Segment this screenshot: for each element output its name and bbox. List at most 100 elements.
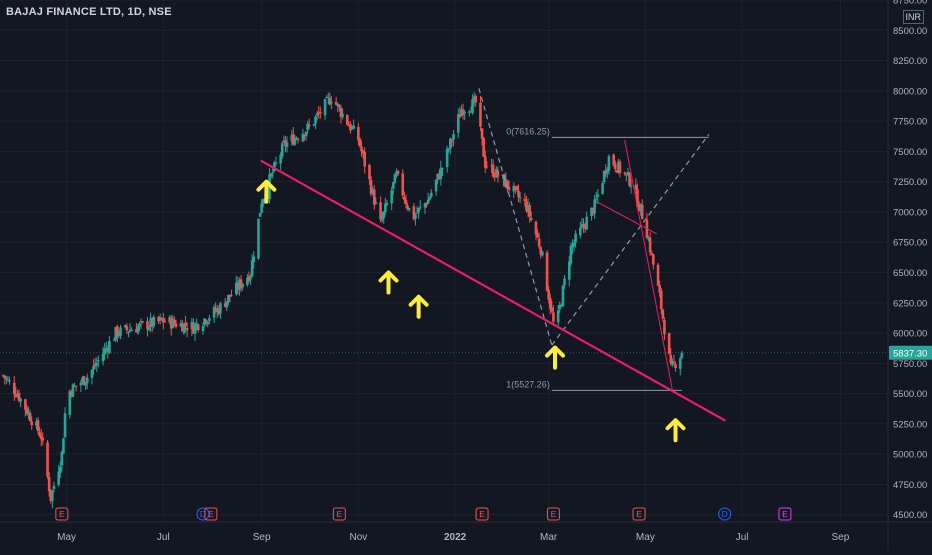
earnings-marker[interactable]: E (55, 507, 69, 521)
candle-body (128, 329, 132, 332)
y-tick-label: 6500.00 (893, 268, 927, 279)
candle-body (60, 452, 64, 466)
candle-body (181, 323, 184, 332)
candle-body (637, 205, 641, 211)
candle-body (571, 244, 574, 248)
earnings-marker[interactable]: E (546, 507, 560, 521)
candle-body (73, 385, 76, 387)
candle-body (1, 375, 5, 377)
candle-body (372, 189, 376, 205)
candle-body (479, 102, 482, 127)
candle-body (504, 179, 508, 188)
candle-body (30, 421, 34, 426)
candle-body (225, 301, 229, 308)
earnings-marker[interactable]: E (778, 507, 792, 521)
candle-body (323, 99, 327, 116)
candle-body (582, 224, 585, 227)
candle-body (393, 174, 397, 184)
candle-body (152, 317, 156, 327)
candle-body (62, 438, 65, 454)
earnings-marker[interactable]: E (475, 507, 489, 521)
candle-body (469, 111, 473, 113)
candle-body (135, 329, 138, 333)
earnings-icon (546, 507, 560, 521)
arrow-icon (665, 418, 686, 443)
event-letter: D (200, 509, 206, 519)
candle-body (414, 214, 417, 219)
symbol-title[interactable]: BAJAJ FINANCE LTD, 1D, NSE (6, 6, 172, 18)
candle-body (179, 323, 183, 327)
candle-body (52, 485, 56, 490)
candle-body (647, 239, 650, 241)
y-tick-label: 5000.00 (893, 450, 927, 461)
candle-body (280, 143, 284, 157)
candle-body (456, 114, 460, 133)
earnings-icon (778, 507, 792, 521)
candle-body (147, 327, 151, 331)
candle-body (307, 125, 311, 127)
candle-body (57, 471, 60, 485)
candle-body (439, 167, 443, 180)
candle-body (326, 97, 330, 99)
candle-body (212, 307, 216, 318)
candle-body (215, 308, 219, 312)
earnings-marker[interactable]: E (332, 507, 346, 521)
candle-body (114, 326, 118, 340)
candle-body (290, 135, 294, 142)
earnings-marker[interactable]: E (632, 507, 646, 521)
candle-body (273, 162, 276, 172)
candle-body (24, 399, 27, 410)
candle-body (58, 466, 62, 473)
candle-body (274, 162, 278, 164)
candle-body (149, 318, 152, 327)
candle-body (339, 107, 343, 117)
candle-body (502, 174, 506, 187)
candle-body (204, 319, 208, 324)
y-tick-label: 6250.00 (893, 298, 927, 309)
candle-body (130, 330, 133, 332)
x-tick-label: Sep (832, 532, 850, 543)
y-tick-label: 5750.00 (893, 359, 927, 370)
candle-body (49, 489, 53, 501)
y-tick-label: 8000.00 (893, 86, 927, 97)
dividend-marker[interactable]: D (196, 507, 210, 521)
candle-body (239, 279, 243, 288)
candle-body (445, 148, 449, 167)
earnings-marker[interactable]: E (204, 507, 218, 521)
candle-body (103, 348, 106, 355)
y-tick-label: 7500.00 (893, 147, 927, 158)
candle-body (206, 321, 210, 325)
candle-body (208, 318, 211, 321)
candle-body (436, 173, 439, 180)
candle-body (349, 124, 352, 131)
candle-body (46, 442, 49, 477)
candle-body (491, 164, 495, 177)
candle-body (352, 125, 355, 129)
candle-body (360, 146, 363, 152)
candle-body (285, 142, 289, 148)
event-letter: E (551, 509, 557, 519)
candle-body (629, 185, 633, 187)
support-arrow (256, 179, 277, 204)
candle-body (458, 114, 462, 118)
candle-body (480, 128, 484, 139)
candle-body (485, 166, 489, 168)
candle-body (384, 203, 387, 212)
candle-body (82, 376, 86, 385)
event-letter: E (59, 509, 65, 519)
candle-body (271, 172, 275, 174)
candle-body (590, 207, 593, 216)
candle-body (341, 113, 344, 117)
candle-body (412, 206, 416, 220)
candle-body (258, 212, 262, 217)
dividend-marker[interactable]: D (718, 507, 732, 521)
dividend-icon (196, 507, 210, 521)
candle-body (125, 326, 129, 331)
candle-body (452, 134, 455, 140)
candle-body (138, 323, 141, 327)
candle-body (14, 394, 18, 397)
candle-body (403, 197, 406, 200)
candle-body (526, 205, 530, 212)
